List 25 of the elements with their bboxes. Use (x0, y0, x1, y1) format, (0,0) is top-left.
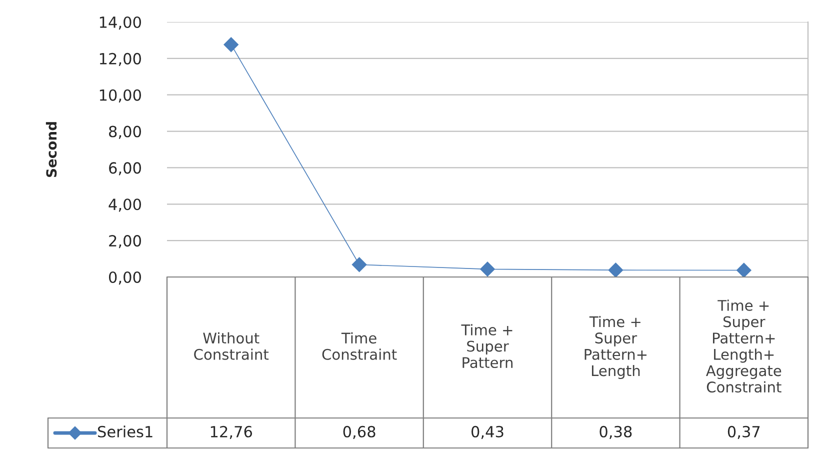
data-label: 0,37 (728, 426, 760, 439)
point (352, 257, 367, 272)
y-tick-label: 0,00 (108, 271, 141, 285)
y-tick-label: 2,00 (109, 235, 141, 248)
data-label: 12,76 (210, 426, 252, 439)
y-tick-label: 10,00 (100, 89, 141, 102)
y-tick-label: 6,00 (109, 162, 141, 176)
x-tick-label: Without Constraint (194, 332, 269, 360)
x-tick-label: Time Constraint (322, 332, 397, 360)
x-tick-label: Time + Super Pattern+ Length (584, 316, 646, 380)
point (224, 37, 238, 52)
point (736, 262, 752, 277)
y-tick-label: 8,00 (109, 126, 141, 139)
data-label: 0,43 (472, 426, 504, 439)
point (608, 262, 624, 277)
data-label: 0,38 (600, 426, 632, 439)
x-tick-label: Time + Super Pattern (461, 324, 512, 368)
y-tick-label: 12,00 (100, 52, 141, 66)
x-tick-label: Time + Super Pattern+ Length+ Aggregate Constraint (706, 300, 782, 393)
point (480, 262, 495, 277)
data-label: 0,68 (343, 426, 376, 439)
legend-label: Series1 (98, 426, 152, 438)
y-tick-label: 4,00 (108, 198, 141, 212)
y-tick-label: 14,00 (100, 16, 141, 30)
y-axis-title: Second (46, 122, 57, 178)
